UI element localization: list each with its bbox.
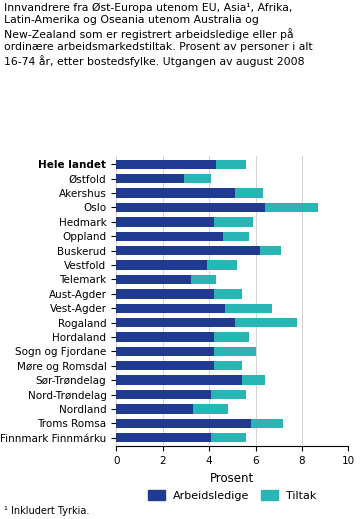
Bar (116, 318, 234, 327)
Bar (216, 160, 246, 169)
Text: ¹ Inkludert Tyrkia.: ¹ Inkludert Tyrkia. (4, 507, 89, 516)
Bar (116, 275, 191, 284)
Bar (214, 361, 242, 371)
Bar (211, 390, 246, 399)
Bar (116, 174, 184, 183)
Bar (116, 390, 211, 399)
Bar (223, 231, 249, 241)
Bar (234, 188, 262, 198)
Bar (116, 375, 242, 385)
Bar (116, 304, 225, 313)
Bar (214, 289, 242, 298)
Text: Innvandrere fra Øst-Europa utenom EU, Asia¹, Afrika,
Latin-Amerika og Oseania ut: Innvandrere fra Øst-Europa utenom EU, As… (4, 3, 312, 67)
Bar (225, 304, 272, 313)
Bar (116, 261, 207, 270)
Bar (116, 231, 223, 241)
Bar (116, 404, 193, 414)
Bar (260, 246, 281, 255)
Bar (116, 289, 214, 298)
Bar (251, 419, 284, 428)
Legend: Arbeidsledige, Tiltak: Arbeidsledige, Tiltak (143, 485, 321, 505)
Bar (184, 174, 211, 183)
Bar (116, 188, 234, 198)
Bar (214, 332, 249, 342)
Bar (265, 203, 318, 212)
Bar (214, 347, 256, 356)
Bar (116, 419, 251, 428)
Bar (207, 261, 237, 270)
Bar (116, 347, 214, 356)
Bar (116, 361, 214, 371)
Bar (234, 318, 297, 327)
Bar (116, 246, 260, 255)
Bar (242, 375, 265, 385)
Bar (193, 404, 228, 414)
Bar (116, 160, 216, 169)
X-axis label: Prosent: Prosent (210, 472, 254, 485)
Bar (211, 433, 246, 442)
Bar (116, 433, 211, 442)
Bar (116, 332, 214, 342)
Bar (191, 275, 216, 284)
Bar (116, 203, 265, 212)
Bar (214, 217, 253, 227)
Bar (116, 217, 214, 227)
